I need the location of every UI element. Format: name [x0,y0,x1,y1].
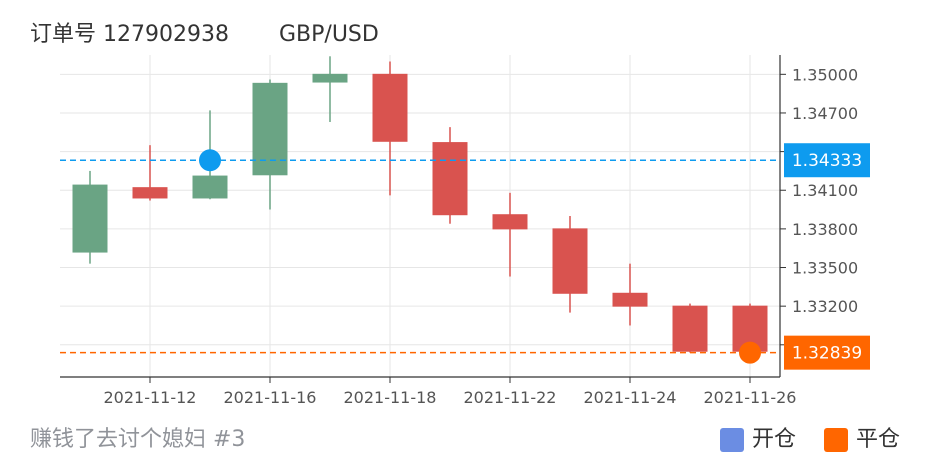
legend-item-open[interactable]: 开仓 [719,424,796,456]
candle-body [252,82,288,176]
caption: 赚钱了去讨个媳妇 #3 [30,427,246,452]
candle-body [192,175,228,199]
x-tick-label: 2021-11-12 [104,388,197,407]
legend-label-close: 平仓 [855,427,900,452]
order-label: 订单号 [30,22,97,47]
candle-body [552,228,588,294]
candle-body [612,292,648,307]
candle-body [672,305,708,352]
legend: 开仓 平仓 [692,424,900,456]
x-tick-label: 2021-11-24 [584,388,677,407]
x-tick-label: 2021-11-18 [344,388,437,407]
legend-label-open: 开仓 [751,427,796,452]
x-tick-label: 2021-11-22 [464,388,557,407]
candle-body [312,73,348,83]
order-number: 127902938 [103,22,229,47]
legend-swatch-open [719,428,744,452]
currency-pair: GBP/USD [279,22,379,47]
y-tick-label: 1.34100 [792,181,858,200]
open-price-label: 1.34333 [792,151,862,171]
x-tick-label: 2021-11-26 [704,388,797,407]
open-marker [199,149,221,172]
y-tick-label: 1.33500 [792,259,858,278]
y-tick-label: 1.35000 [792,65,858,84]
legend-swatch-close [823,428,848,452]
close-price-label: 1.32839 [792,344,862,364]
candle-body [132,187,168,199]
legend-item-close[interactable]: 平仓 [823,424,900,456]
candle-body [492,214,528,230]
chart-header: 订单号 127902938 GBP/USD [30,20,379,50]
candle-body [72,184,108,253]
candle-body [432,142,468,216]
x-tick-label: 2021-11-16 [224,388,317,407]
open-price-label-bg [784,143,870,178]
close-price-label-bg [784,335,870,370]
candle-body [372,73,408,142]
y-tick-label: 1.33800 [792,220,858,239]
close-marker [739,341,761,364]
y-tick-label: 1.33200 [792,297,858,316]
y-tick-label: 1.34700 [792,104,858,123]
